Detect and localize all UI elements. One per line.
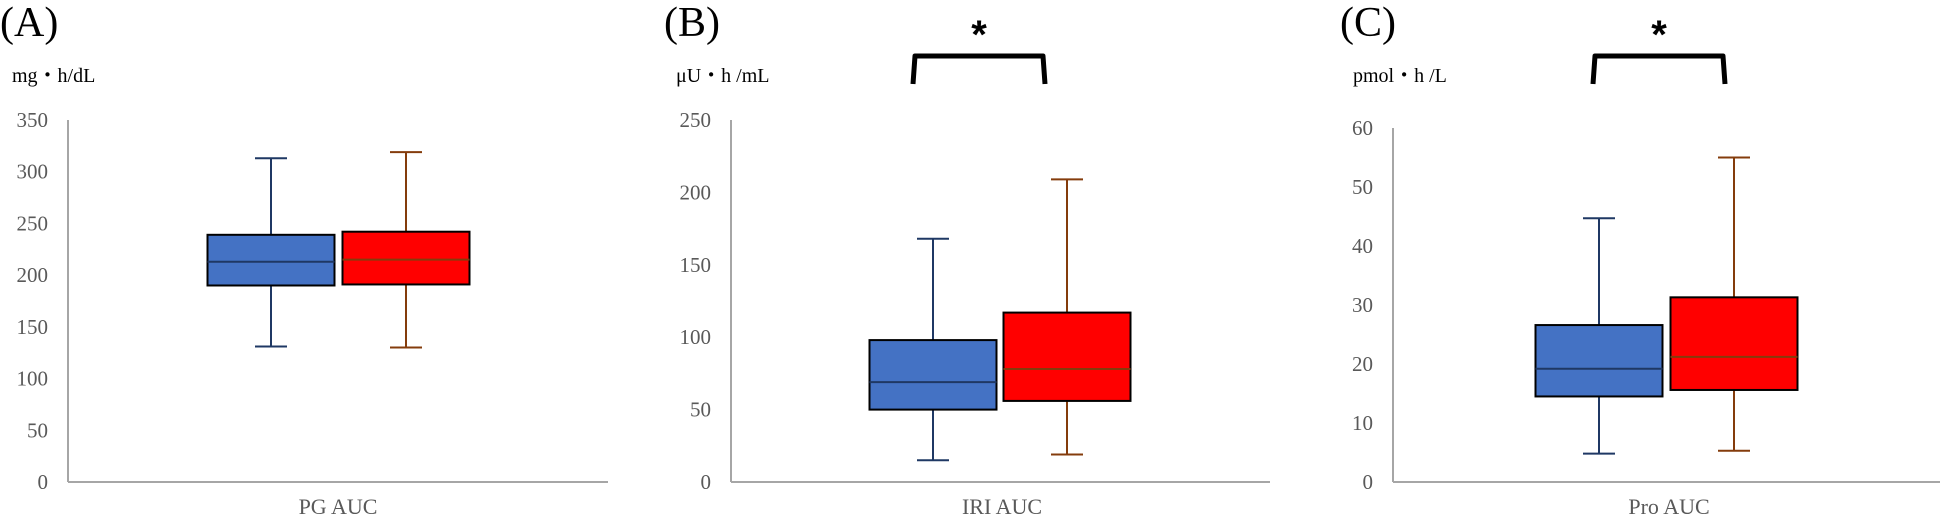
panel-2: (B) μU・h /mL 0 50 100 150 200 250 IRI AUC *	[664, 0, 1270, 519]
y-tick-label: 350	[17, 108, 49, 132]
box-series-1	[206, 157, 336, 348]
y-tick-label: 200	[680, 180, 712, 204]
x-axis-label: Pro AUC	[1628, 494, 1709, 519]
y-tick-label: 10	[1352, 411, 1373, 435]
panel-label: (B)	[664, 0, 720, 46]
significance-marker: *	[1651, 13, 1667, 57]
y-tick-label: 100	[680, 325, 712, 349]
box-series-1	[1534, 217, 1664, 455]
y-tick-label: 200	[17, 263, 49, 287]
panel-label: (A)	[0, 0, 58, 46]
x-axis-label: PG AUC	[299, 494, 378, 519]
box-series-2	[1002, 178, 1132, 456]
y-tick-label: 50	[1352, 175, 1373, 199]
box-series-1	[868, 237, 998, 462]
y-axis-label: pmol・h /L	[1353, 65, 1447, 87]
y-tick-label: 20	[1352, 352, 1373, 376]
significance-bracket	[1590, 53, 1728, 85]
box-series-2	[341, 151, 471, 349]
y-axis-label: mg・h/dL	[12, 65, 95, 87]
y-tick-label: 300	[17, 160, 49, 184]
y-tick-label: 40	[1352, 234, 1373, 258]
iqr-box	[868, 339, 998, 411]
y-tick-label: 30	[1352, 293, 1373, 317]
y-tick-label: 50	[690, 398, 711, 422]
iqr-box	[1669, 296, 1799, 391]
y-tick-label: 250	[680, 108, 712, 132]
y-tick-label: 0	[1363, 470, 1374, 494]
y-tick-label: 100	[17, 367, 49, 391]
iqr-box	[1534, 324, 1664, 398]
significance-bracket	[910, 53, 1048, 85]
iqr-box	[206, 233, 336, 287]
y-tick-label: 0	[701, 470, 712, 494]
iqr-box	[1002, 311, 1132, 402]
box-series-2	[1669, 156, 1799, 452]
y-tick-label: 250	[17, 211, 49, 235]
panel-label: (C)	[1340, 0, 1396, 46]
y-tick-label: 0	[38, 470, 49, 494]
panel-1: (A) mg・h/dL 0 50 100 150 200 250 300 350 PG AUC	[0, 0, 608, 519]
y-tick-label: 150	[17, 315, 49, 339]
y-tick-label: 60	[1352, 116, 1373, 140]
x-axis-label: IRI AUC	[962, 494, 1042, 519]
significance-marker: *	[971, 13, 987, 57]
panel-3: (C) pmol・h /L 0 10 20 30 40 50 60 Pro AUC *	[1340, 0, 1940, 519]
y-axis-label: μU・h /mL	[676, 65, 770, 87]
iqr-box	[341, 230, 471, 286]
y-tick-label: 50	[27, 418, 48, 442]
y-tick-label: 150	[680, 253, 712, 277]
